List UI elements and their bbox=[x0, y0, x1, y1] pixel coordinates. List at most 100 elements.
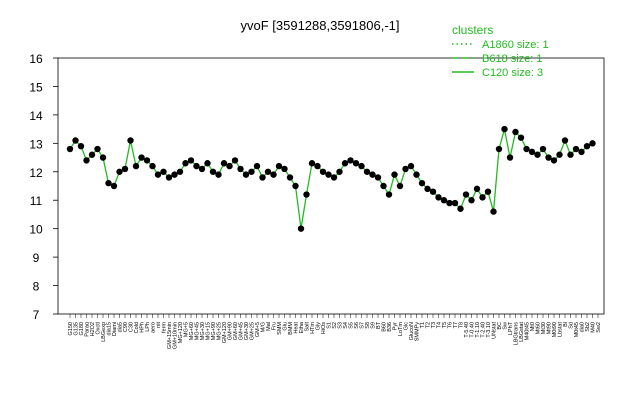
x-tick-label: T2 bbox=[426, 322, 432, 328]
data-point bbox=[127, 137, 134, 144]
data-point bbox=[88, 151, 96, 158]
data-point bbox=[501, 125, 508, 133]
x-tick-label: Gly bbox=[316, 322, 322, 331]
data-point bbox=[484, 188, 492, 195]
data-point bbox=[325, 171, 332, 178]
x-tick-label: GlucoN bbox=[409, 322, 415, 340]
data-point bbox=[72, 137, 79, 144]
legend-entries: A1860 size: 1 B618 size: 1 C120 size: 3 bbox=[452, 39, 549, 79]
y-tick-label: 8 bbox=[33, 280, 40, 294]
data-point bbox=[352, 160, 360, 167]
x-tick-label: S7 bbox=[360, 322, 366, 329]
chart-title: yvoF [3591288,3591806,-1] bbox=[240, 18, 399, 33]
x-tick-label: M0t90 bbox=[552, 322, 558, 337]
data-point bbox=[198, 165, 206, 173]
data-point bbox=[567, 151, 574, 158]
data-point bbox=[319, 168, 327, 175]
x-tick-label: GM+10min bbox=[173, 322, 179, 349]
data-point bbox=[550, 157, 558, 164]
data-point bbox=[583, 142, 591, 150]
y-tick-label: 7 bbox=[33, 308, 40, 322]
x-tick-label: S9 bbox=[371, 322, 377, 329]
data-point bbox=[561, 137, 569, 144]
x-tick-label: S4 bbox=[343, 322, 349, 329]
plot-frame bbox=[57, 57, 605, 315]
x-tick-label: LPh bbox=[145, 322, 151, 332]
x-tick-label: Salt bbox=[305, 322, 311, 332]
data-point bbox=[589, 140, 596, 147]
x-tick-label: G150 bbox=[68, 322, 74, 335]
x-tick-label: SMM bbox=[277, 322, 283, 335]
data-point bbox=[369, 171, 376, 178]
x-tick-label: Mt60 bbox=[536, 322, 542, 334]
x-tick-label: LPhT bbox=[508, 321, 514, 335]
data-point bbox=[314, 162, 321, 170]
data-point bbox=[556, 151, 563, 158]
data-point bbox=[105, 179, 112, 187]
x-tick-label: T8 bbox=[459, 322, 465, 328]
data-point bbox=[286, 174, 294, 181]
y-tick-label: 12 bbox=[29, 166, 43, 180]
data-point bbox=[512, 128, 519, 136]
x-tick-label: Mal bbox=[266, 322, 272, 331]
legend-label: B618 size: 1 bbox=[482, 53, 543, 65]
points-layer bbox=[66, 125, 596, 232]
x-tick-label: Pyr bbox=[393, 322, 399, 330]
x-tick-label: Paraq bbox=[85, 322, 91, 337]
data-point bbox=[237, 165, 244, 173]
data-point bbox=[429, 188, 437, 195]
data-point bbox=[253, 162, 261, 170]
x-tick-label: Glu bbox=[283, 322, 289, 331]
x-tick-label: S1 bbox=[327, 322, 333, 329]
data-point bbox=[171, 171, 178, 178]
data-point bbox=[473, 185, 481, 193]
x-tick-label: Sb2 bbox=[585, 322, 591, 332]
x-tick-label: T7 bbox=[453, 322, 459, 328]
x-tick-label: T-2.40 bbox=[481, 322, 487, 338]
legend-label: A1860 size: 1 bbox=[482, 39, 549, 51]
data-point bbox=[440, 197, 448, 204]
data-point bbox=[396, 182, 404, 190]
x-tick-label: Mt0 bbox=[530, 322, 536, 331]
data-point bbox=[358, 162, 365, 170]
data-point bbox=[94, 145, 101, 153]
y-tick-label: 16 bbox=[29, 52, 43, 66]
x-tick-label: M40t45 bbox=[525, 322, 531, 340]
x-tick-label: M40 bbox=[591, 322, 597, 333]
data-point bbox=[193, 162, 200, 170]
x-tick-label: M/G bbox=[261, 322, 267, 332]
data-point bbox=[336, 168, 343, 175]
x-tick-label: GM+30 bbox=[244, 322, 250, 340]
data-point bbox=[187, 157, 195, 164]
x-tick-label: BMM bbox=[288, 322, 294, 335]
x-tick-label: MG+45 bbox=[195, 322, 201, 340]
y-tick-label: 13 bbox=[29, 137, 43, 151]
x-tick-label: GM+90 bbox=[228, 322, 234, 340]
y-tick-label: 10 bbox=[29, 223, 43, 237]
x-tick-label: Mt90 bbox=[547, 322, 553, 334]
x-tick-label: nit bbox=[156, 322, 162, 328]
data-point bbox=[374, 174, 382, 181]
x-tick-label: HTm bbox=[310, 322, 316, 334]
x-tick-label: H2O2 bbox=[90, 322, 96, 336]
x-tick-label: SMMPy bbox=[415, 322, 421, 342]
data-point bbox=[248, 168, 255, 175]
data-point bbox=[83, 157, 90, 164]
x-tick-label: G135 bbox=[74, 322, 80, 335]
x-tick-label: T1 bbox=[420, 322, 426, 328]
data-point bbox=[402, 165, 409, 173]
legend-label: C120 size: 3 bbox=[482, 67, 543, 79]
x-tick-label: Lbstat bbox=[558, 322, 564, 337]
x-tick-label: Glc bbox=[404, 322, 410, 331]
data-point bbox=[385, 191, 393, 198]
x-tick-label: S6 bbox=[354, 322, 360, 329]
y-axis: 7 8 9 10 11 12 13 14 15 16 bbox=[29, 52, 58, 322]
x-tick-label: dia0 bbox=[580, 322, 586, 332]
data-point bbox=[264, 168, 272, 175]
y-tick-label: 11 bbox=[30, 194, 43, 208]
data-point bbox=[77, 142, 85, 150]
x-tick-label: Oxctl bbox=[96, 322, 102, 335]
x-tick-label: BC bbox=[497, 322, 503, 330]
x-tick-label: Sw bbox=[503, 322, 509, 330]
